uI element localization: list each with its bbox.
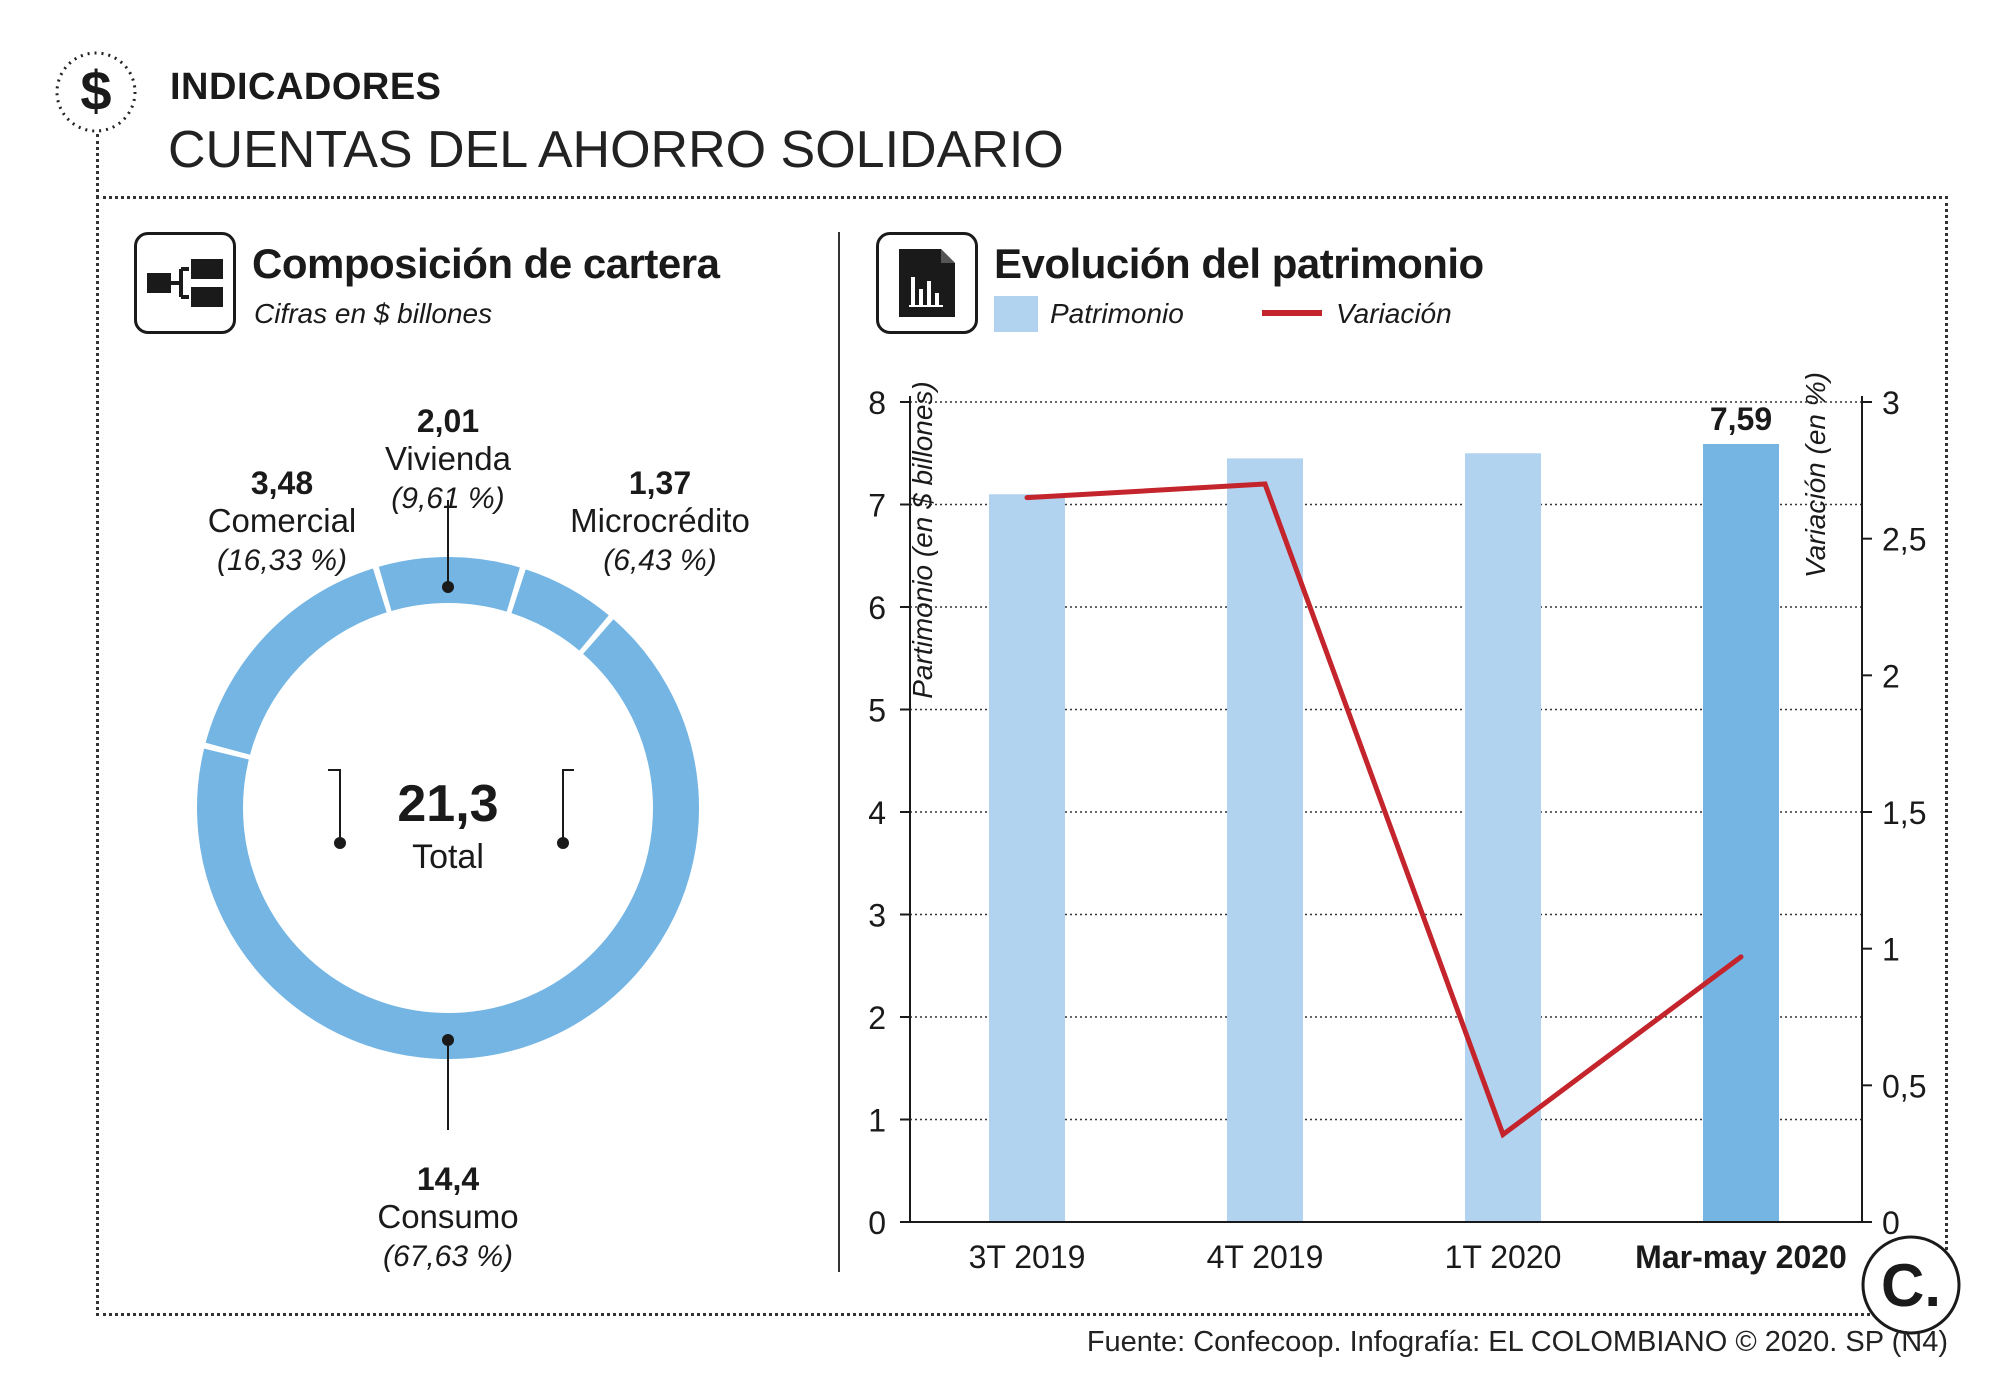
donut-value-comercial: 3,48 xyxy=(251,465,313,501)
donut-marker-microcredito xyxy=(557,837,569,849)
donut-marker-consumo xyxy=(442,1034,454,1046)
x-tick-label: 3T 2019 xyxy=(969,1239,1086,1275)
variacion-point xyxy=(1024,495,1030,501)
bar-2 xyxy=(1227,458,1303,1222)
right-tick-label: 0 xyxy=(1882,1205,1900,1241)
left-tick-label: 4 xyxy=(868,795,886,831)
donut-subtitle: Cifras en $ billones xyxy=(254,298,493,329)
donut-name-consumo: Consumo xyxy=(377,1198,518,1235)
el-colombiano-logo: C. xyxy=(1861,1235,1961,1335)
bar-highlight-label: 7,59 xyxy=(1710,401,1772,437)
left-tick-label: 1 xyxy=(868,1103,886,1139)
donut-value-consumo: 14,4 xyxy=(417,1161,479,1197)
left-tick-label: 8 xyxy=(868,385,886,421)
donut-value-microcredito: 1,37 xyxy=(629,465,691,501)
variacion-point xyxy=(1262,481,1268,487)
donut-total-label: Total xyxy=(412,838,484,876)
portfolio-icon xyxy=(134,232,236,334)
donut-leader-microcredito xyxy=(562,769,574,843)
kicker: INDICADORES xyxy=(170,66,442,108)
logo-letter: C. xyxy=(1881,1252,1941,1319)
donut-title: Composición de cartera xyxy=(252,240,720,287)
right-tick-label: 2,5 xyxy=(1882,522,1926,558)
left-axis-label: Partimonio (en $ billones) xyxy=(907,381,938,699)
right-tick-label: 1,5 xyxy=(1882,795,1926,831)
donut-segment-vivienda xyxy=(378,557,520,612)
content-frame xyxy=(96,196,1948,1316)
bar-1 xyxy=(989,494,1065,1222)
donut-segment-comercial xyxy=(205,568,388,756)
left-tick-label: 2 xyxy=(868,1000,886,1036)
x-tick-label: Mar-may 2020 xyxy=(1635,1239,1847,1275)
donut-total-value: 21,3 xyxy=(397,775,498,833)
right-axis-label: Variación (en %) xyxy=(1800,372,1831,578)
x-tick-label: 4T 2019 xyxy=(1207,1239,1324,1275)
left-tick-label: 5 xyxy=(868,693,886,729)
left-tick-label: 6 xyxy=(868,590,886,626)
donut-pct-vivienda: (9,61 %) xyxy=(391,482,504,515)
source-note: Fuente: Confecoop. Infografía: EL COLOMB… xyxy=(1086,1326,1948,1358)
donut-marker-vivienda xyxy=(442,581,454,593)
donut-segment-microcredito xyxy=(510,569,609,651)
dollar-icon: $ xyxy=(55,51,137,133)
donut-name-comercial: Comercial xyxy=(208,502,357,539)
bar-line-chart: 0 1 2 3 4 5 6 7 8 0 0,5 1 1,5 2 2,5 3 3T 2019 4T 2019 1T 2… xyxy=(868,372,1926,1275)
legend-swatch-patrimonio xyxy=(994,296,1038,332)
bar-4 xyxy=(1703,444,1779,1222)
bar-title: Evolución del patrimonio xyxy=(994,240,1484,287)
variacion-line xyxy=(1026,481,1743,1139)
variacion-point xyxy=(1738,954,1744,960)
donut-pct-consumo: (67,63 %) xyxy=(383,1240,513,1273)
bar-chart-icon xyxy=(876,232,978,334)
left-tick-label: 7 xyxy=(868,488,886,524)
left-tick-label: 0 xyxy=(868,1205,886,1241)
right-tick-label: 1 xyxy=(1882,932,1900,968)
right-tick-label: 2 xyxy=(1882,658,1900,694)
legend-label-variacion: Variación xyxy=(1336,298,1452,329)
donut-pct-microcredito: (6,43 %) xyxy=(603,544,716,577)
svg-text:$: $ xyxy=(80,59,111,122)
donut-name-microcredito: Microcrédito xyxy=(570,502,750,539)
donut-marker-comercial xyxy=(334,837,346,849)
right-tick-label: 3 xyxy=(1882,385,1900,421)
legend-swatch-variacion xyxy=(1262,310,1322,316)
bar-3 xyxy=(1465,453,1541,1222)
donut-name-vivienda: Vivienda xyxy=(385,440,512,477)
right-tick-label: 0,5 xyxy=(1882,1068,1926,1104)
header-connector xyxy=(96,134,99,198)
left-tick-label: 3 xyxy=(868,898,886,934)
page-title: CUENTAS DEL AHORRO SOLIDARIO xyxy=(168,121,1064,179)
donut-segment-consumo xyxy=(197,619,699,1059)
variacion-point xyxy=(1500,1132,1506,1138)
donut-leader-comercial xyxy=(328,769,341,843)
legend-label-patrimonio: Patrimonio xyxy=(1050,298,1184,329)
x-tick-label: 1T 2020 xyxy=(1445,1239,1562,1275)
panel-divider xyxy=(838,232,840,1272)
donut-pct-comercial: (16,33 %) xyxy=(217,544,347,577)
donut-value-vivienda: 2,01 xyxy=(417,403,479,439)
